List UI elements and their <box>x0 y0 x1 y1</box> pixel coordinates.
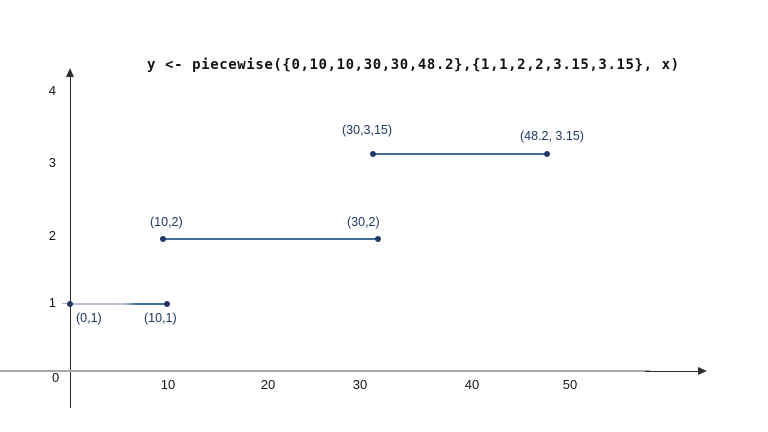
point-label-10-1: (10,1) <box>144 311 177 325</box>
point-dot-0-1 <box>67 301 73 307</box>
point-label-482-315: (48.2, 3.15) <box>520 129 584 143</box>
point-dot-10-2 <box>160 236 166 242</box>
point-dot-482-315 <box>544 151 550 157</box>
origin-label: 0 <box>52 370 60 385</box>
x-tick-label-30: 30 <box>352 377 368 392</box>
x-axis-line-end <box>645 371 700 372</box>
point-label-10-2: (10,2) <box>150 215 183 229</box>
chart-title: y <- piecewise({0,10,10,30,30,48.2},{1,1… <box>147 57 680 73</box>
y-axis-tick-1 <box>62 303 70 304</box>
y-axis-arrow-icon <box>66 68 74 77</box>
x-tick-label-50: 50 <box>562 377 578 392</box>
segment-2-line <box>163 238 379 240</box>
y-tick-label-2: 2 <box>48 228 56 243</box>
y-tick-label-1: 1 <box>48 295 56 310</box>
x-tick-label-10: 10 <box>160 377 176 392</box>
point-dot-30-2 <box>375 236 381 242</box>
point-dot-30-315 <box>370 151 376 157</box>
point-label-30-2: (30,2) <box>347 215 380 229</box>
x-tick-label-40: 40 <box>464 377 480 392</box>
x-axis-line <box>0 370 650 372</box>
point-dot-10-1 <box>164 301 170 307</box>
y-tick-label-4: 4 <box>48 83 56 98</box>
y-axis-line <box>70 76 71 408</box>
point-label-0-1: (0,1) <box>76 311 102 325</box>
point-label-30-315: (30,3,15) <box>342 123 393 137</box>
x-tick-label-20: 20 <box>260 377 276 392</box>
x-axis-arrow-icon <box>698 367 707 375</box>
y-tick-label-3: 3 <box>48 155 56 170</box>
segment-3-line <box>373 153 548 155</box>
segment-1-line <box>70 303 168 305</box>
